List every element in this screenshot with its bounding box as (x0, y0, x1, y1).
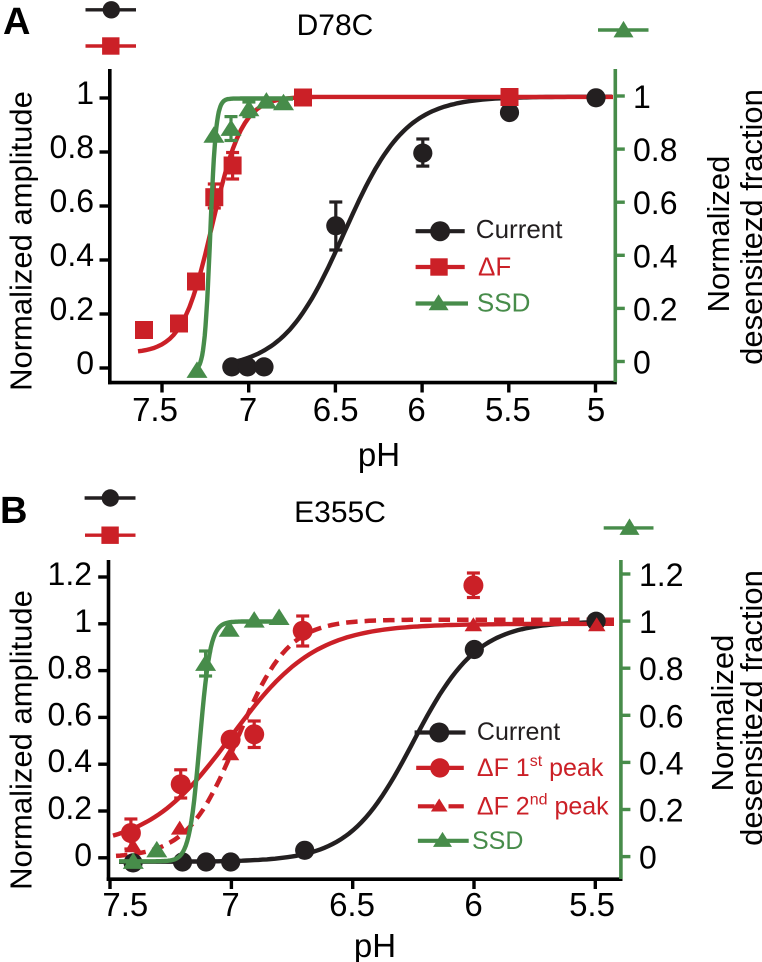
svg-text:0.2: 0.2 (639, 793, 683, 829)
svg-text:pH: pH (354, 927, 396, 962)
svg-text:6: 6 (464, 886, 482, 923)
svg-text:0: 0 (639, 840, 657, 876)
svg-text:B: B (0, 490, 27, 532)
svg-text:0.4: 0.4 (639, 745, 683, 781)
svg-text:Current: Current (476, 214, 563, 244)
svg-text:7: 7 (239, 391, 257, 428)
svg-text:0.8: 0.8 (639, 651, 683, 687)
svg-text:0.2: 0.2 (50, 291, 94, 327)
svg-text:desensitezd fraction: desensitezd fraction (734, 570, 762, 846)
svg-text:Normalized amplitude: Normalized amplitude (4, 91, 39, 391)
svg-text:0.8: 0.8 (50, 129, 94, 165)
svg-text:5: 5 (587, 391, 605, 428)
svg-text:1: 1 (633, 79, 651, 115)
svg-text:1: 1 (639, 604, 657, 640)
svg-text:ΔF: ΔF (478, 252, 511, 282)
svg-text:0.6: 0.6 (50, 183, 94, 219)
svg-text:7.5: 7.5 (102, 886, 148, 923)
svg-text:6.5: 6.5 (313, 391, 359, 428)
svg-text:1: 1 (76, 75, 94, 111)
svg-text:Current: Current (477, 718, 560, 746)
svg-text:SSD: SSD (472, 827, 523, 855)
svg-text:A: A (3, 1, 30, 43)
svg-text:Normalized: Normalized (701, 156, 736, 313)
svg-text:6: 6 (407, 391, 425, 428)
svg-text:Normalized: Normalized (705, 635, 740, 792)
svg-text:0.4: 0.4 (633, 238, 677, 274)
svg-text:5.5: 5.5 (569, 886, 615, 923)
svg-text:D78C: D78C (297, 9, 374, 42)
svg-text:0.6: 0.6 (633, 185, 677, 221)
svg-text:7: 7 (221, 886, 239, 923)
svg-text:0.6: 0.6 (639, 698, 683, 734)
svg-text:pH: pH (358, 436, 400, 473)
svg-text:1.2: 1.2 (639, 557, 683, 593)
svg-text:1: 1 (74, 603, 92, 639)
svg-text:0.4: 0.4 (50, 237, 94, 273)
svg-text:5.5: 5.5 (485, 391, 531, 428)
svg-text:7.5: 7.5 (132, 391, 178, 428)
svg-text:0.2: 0.2 (633, 291, 677, 327)
svg-text:1.2: 1.2 (48, 556, 92, 592)
svg-text:0.8: 0.8 (633, 132, 677, 168)
svg-text:0.8: 0.8 (48, 650, 92, 686)
svg-text:E355C: E355C (294, 496, 386, 529)
svg-text:0.6: 0.6 (48, 696, 92, 732)
svg-text:6.5: 6.5 (329, 886, 375, 923)
svg-text:0: 0 (633, 345, 651, 381)
svg-text:Normalized amplitude: Normalized amplitude (4, 590, 39, 890)
svg-text:desensitezd fraction: desensitezd fraction (734, 89, 762, 365)
svg-text:0: 0 (76, 345, 94, 381)
svg-text:SSD: SSD (477, 288, 530, 318)
svg-text:0: 0 (74, 837, 92, 873)
svg-text:0.4: 0.4 (48, 743, 92, 779)
svg-text:0.2: 0.2 (48, 790, 92, 826)
